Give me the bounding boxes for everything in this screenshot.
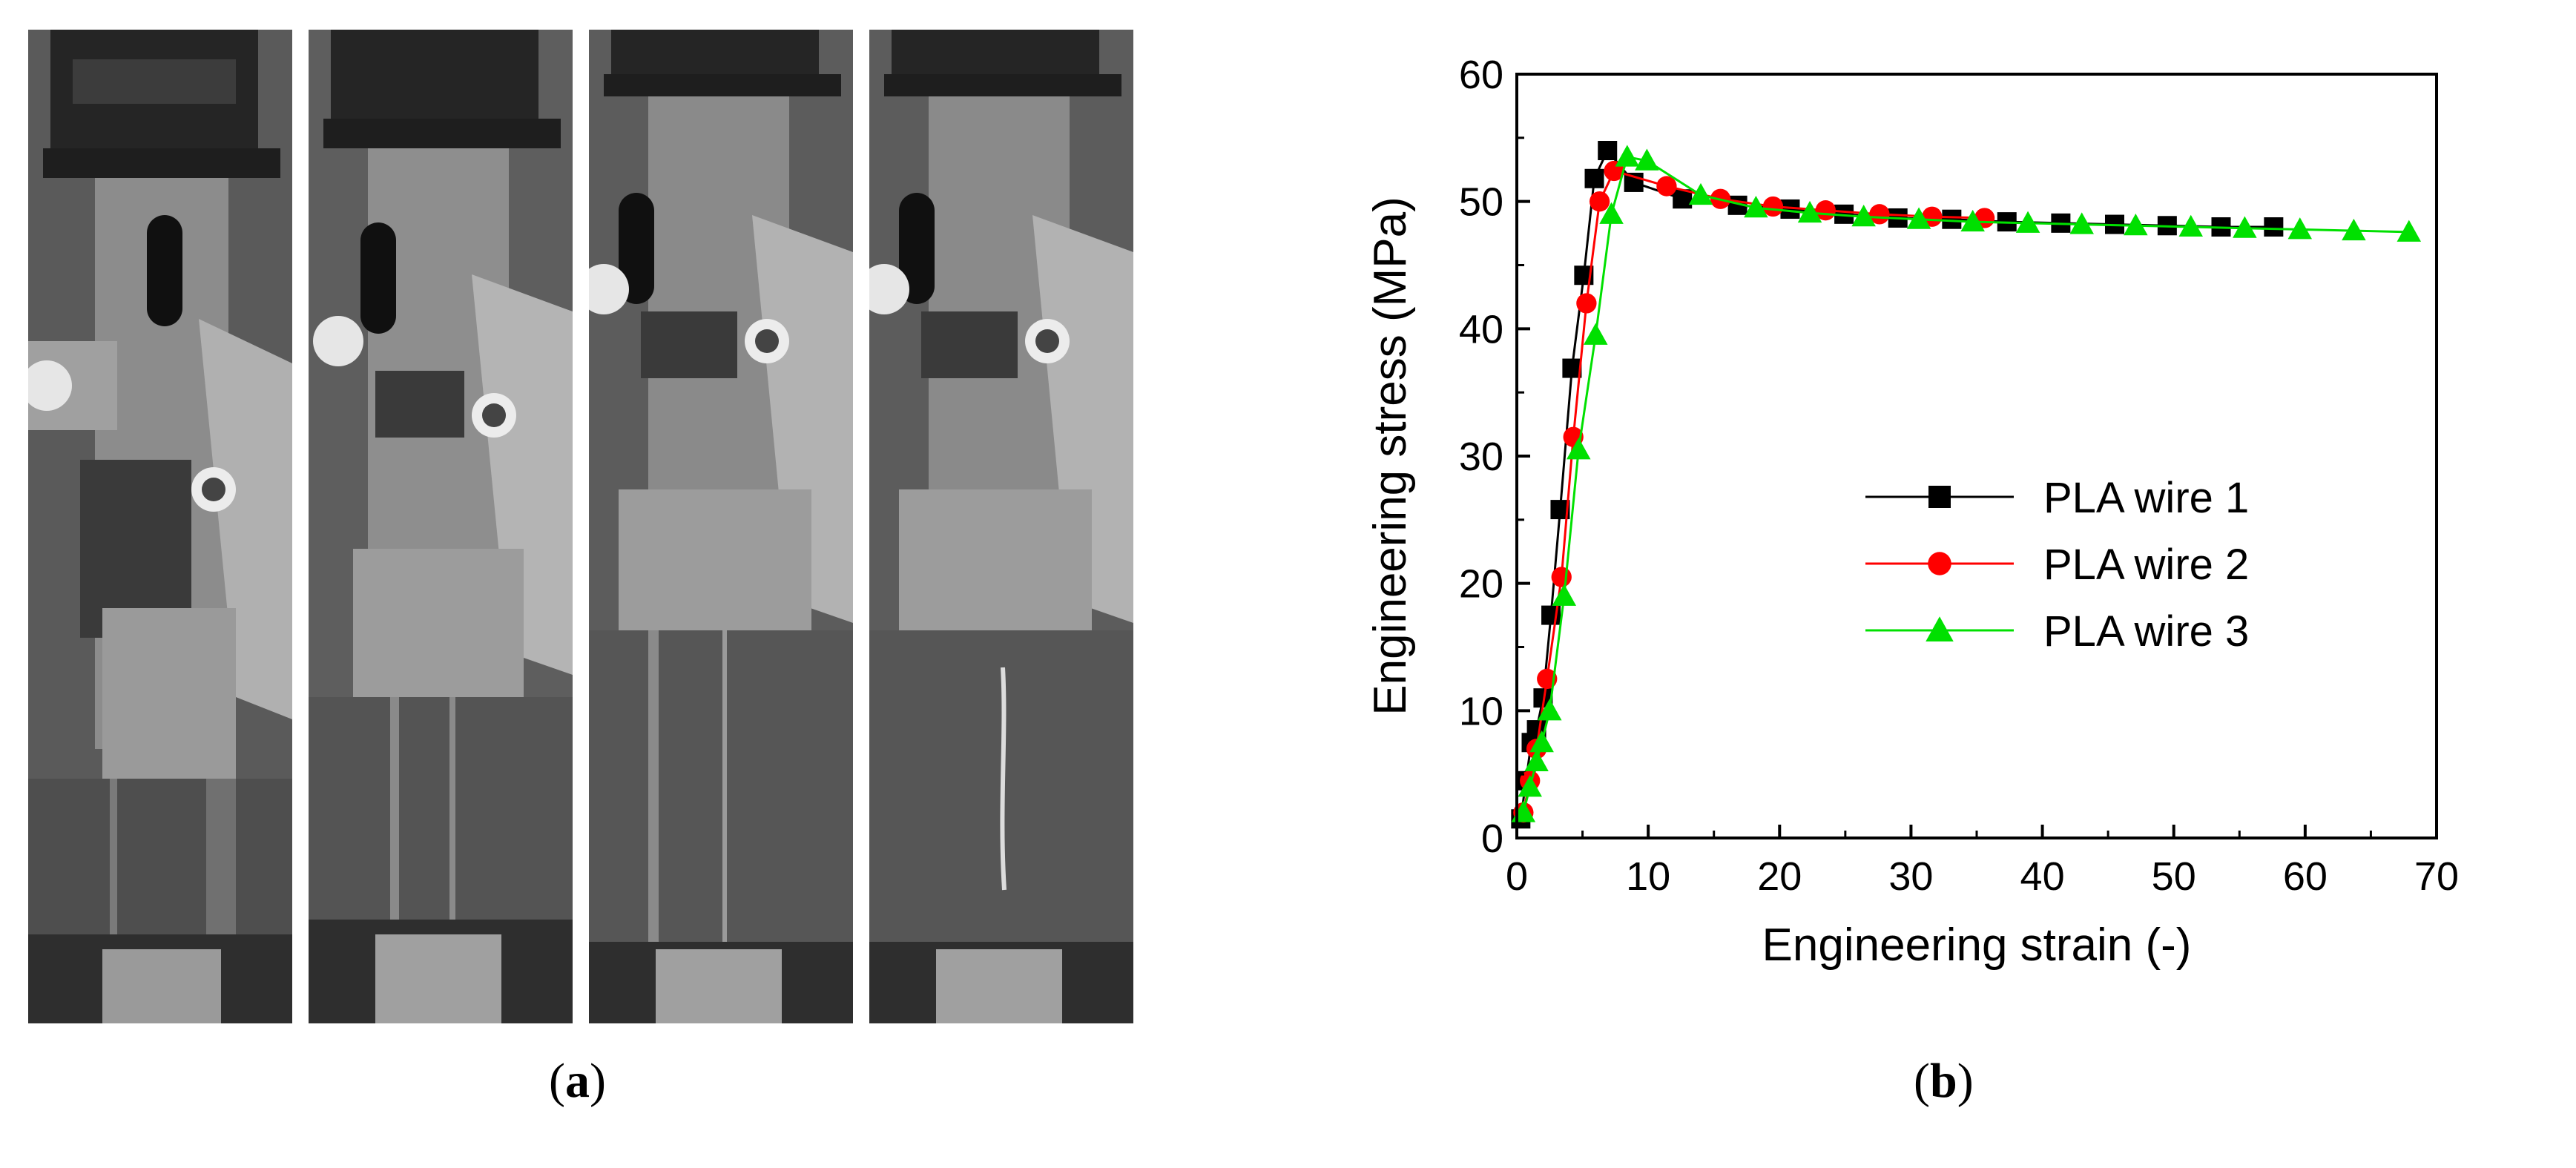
legend-label: PLA wire 2: [2043, 541, 2249, 589]
series-3-point: [1567, 438, 1591, 460]
series-3-point: [1599, 202, 1624, 224]
x-tick-label: 60: [2283, 854, 2328, 899]
series-3: [1511, 145, 2422, 822]
series-3-point: [1797, 200, 1822, 223]
y-axis: 0 10 20 30 40 50 60: [1459, 53, 1530, 861]
x-axis: 0 10 20 30 40 50 60 70: [1506, 825, 2459, 899]
series-3-point: [1960, 209, 1985, 232]
y-tick-label: 10: [1459, 689, 1503, 733]
series-1-point: [2264, 217, 2284, 237]
frame-3-image: [589, 30, 853, 1023]
stress-strain-chart: 0 10 20 30 40 50 60 70 0 10 20 30 40 50 60 Engineerin…: [1365, 53, 2459, 971]
series-3-point: [1552, 584, 1577, 606]
series-3-point: [2397, 220, 2422, 242]
frame-4-image: [869, 30, 1133, 1023]
series-3-point: [2124, 214, 2148, 236]
x-tick-label: 40: [2020, 854, 2065, 899]
x-tick-label: 0: [1506, 854, 1528, 899]
photo-frame-1: [28, 30, 292, 1023]
x-axis-label: Engineering strain (-): [1762, 920, 2192, 971]
series-3-point: [1906, 207, 1931, 229]
photo-panel-a: [0, 0, 1157, 1053]
series-3-point: [2178, 214, 2203, 237]
photo-frame-3: [589, 30, 853, 1023]
y-tick-label: 40: [1459, 307, 1503, 352]
y-tick-label: 20: [1459, 562, 1503, 607]
series-3-point: [1538, 699, 1562, 721]
frame-2-image: [309, 30, 573, 1023]
series-3-point: [1529, 730, 1554, 753]
legend-label: PLA wire 3: [2043, 607, 2249, 656]
series-3-point: [2342, 218, 2366, 241]
legend-item-2: PLA wire 2: [1865, 541, 2249, 589]
photo-frame-2: [309, 30, 573, 1023]
caption-a: (a): [549, 1054, 606, 1108]
series-3-point: [1744, 196, 1768, 218]
x-tick-label: 50: [2152, 854, 2196, 899]
legend-item-3: PLA wire 3: [1865, 607, 2249, 656]
legend-marker: [1928, 486, 1951, 508]
caption-a-letter: a: [564, 1054, 590, 1108]
legend-marker: [1926, 616, 1954, 641]
series-3-point: [1635, 148, 1659, 171]
series-2-point: [1551, 567, 1572, 587]
series-3-line: [1522, 155, 2409, 814]
y-tick-label: 30: [1459, 435, 1503, 479]
y-tick-label: 0: [1481, 816, 1503, 861]
series-2-point: [1656, 176, 1677, 197]
series-3-point: [1615, 145, 1640, 167]
y-tick-label: 60: [1459, 53, 1503, 97]
series-2-point: [1762, 196, 1784, 217]
series-3-point: [1688, 182, 1713, 205]
series-3-point: [1524, 749, 1549, 771]
y-axis-label: Engineering stress (MPa): [1365, 197, 1416, 716]
caption-b-letter: b: [1929, 1054, 1957, 1108]
frame-1-image: [28, 30, 292, 1023]
series-1-point: [1942, 209, 1962, 229]
legend-marker: [1928, 552, 1951, 575]
legend-label: PLA wire 1: [2043, 474, 2249, 522]
x-tick-label: 70: [2414, 854, 2459, 899]
series-3-point: [1518, 775, 1542, 797]
y-tick-label: 50: [1459, 180, 1503, 225]
series-2-point: [1589, 191, 1610, 212]
series-3-point: [2069, 212, 2094, 234]
series-3-point: [1584, 323, 1608, 345]
caption-b: (b): [1914, 1054, 1974, 1108]
series-1-point: [1598, 141, 1618, 160]
legend-item-1: PLA wire 1: [1865, 474, 2249, 522]
photo-frame-4: [869, 30, 1133, 1023]
x-tick-label: 10: [1626, 854, 1670, 899]
series-1-point: [1584, 168, 1604, 188]
series-2-point: [1869, 204, 1890, 225]
series-2-point: [1576, 293, 1597, 314]
legend: PLA wire 1 PLA wire 2 PLA wire 3: [1865, 474, 2249, 656]
x-tick-label: 30: [1888, 854, 1933, 899]
x-tick-label: 20: [1757, 854, 1802, 899]
chart-marks: [1511, 141, 2422, 829]
series-3-point: [1851, 205, 1876, 227]
series-3-point: [2287, 217, 2313, 240]
series-3-point: [2015, 211, 2040, 233]
series-3-point: [2233, 216, 2257, 238]
